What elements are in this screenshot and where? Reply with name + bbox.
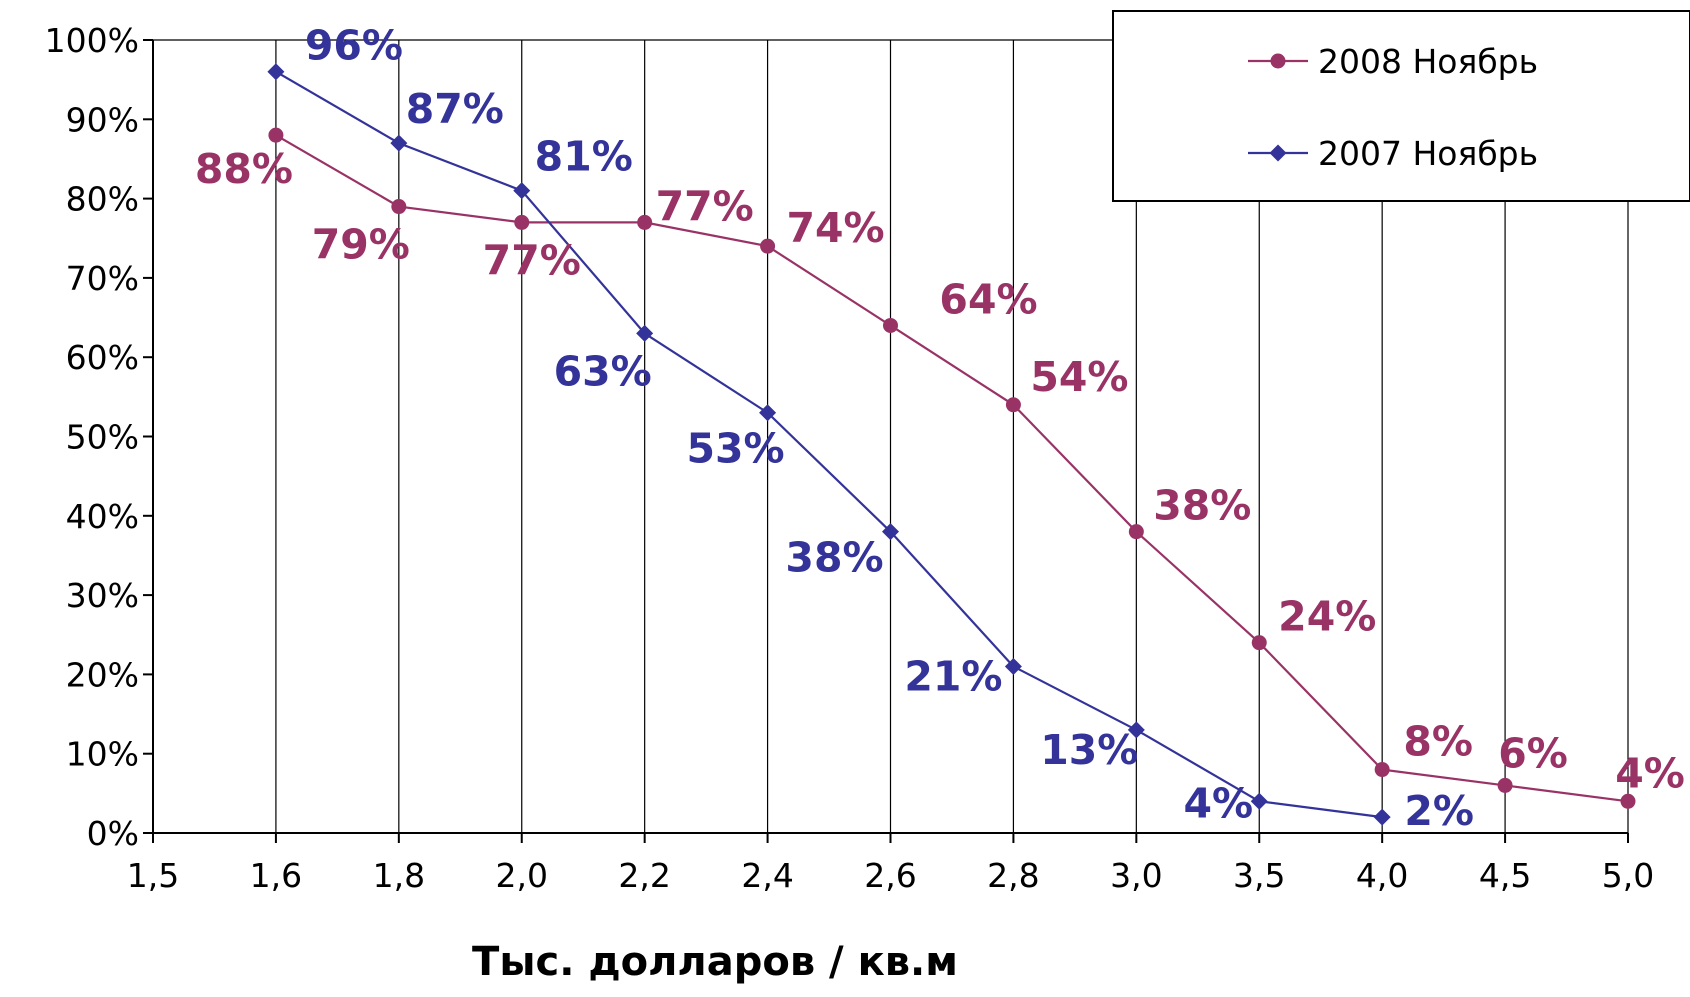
series-point xyxy=(760,238,776,254)
series-point xyxy=(882,523,899,541)
x-tick-label: 1,6 xyxy=(250,856,302,895)
series-point xyxy=(1005,397,1021,413)
series-point xyxy=(637,214,653,230)
data-label: 88% xyxy=(195,145,293,193)
y-tick-label: 50% xyxy=(66,418,139,457)
x-axis-title: Тыс. долларов / кв.м xyxy=(472,939,958,985)
series-point xyxy=(514,214,530,230)
series-point xyxy=(1374,762,1390,778)
series-point xyxy=(391,199,407,215)
data-label: 6% xyxy=(1498,729,1568,777)
y-tick-label: 60% xyxy=(66,338,139,377)
x-tick-label: 4,0 xyxy=(1356,856,1408,895)
series-point xyxy=(1620,793,1636,809)
y-tick-label: 20% xyxy=(66,655,139,694)
data-label: 81% xyxy=(535,133,633,181)
series-point xyxy=(1270,53,1286,69)
series-point xyxy=(1373,808,1391,826)
series-point xyxy=(1127,721,1145,739)
legend-box xyxy=(1112,10,1690,202)
x-tick-label: 3,5 xyxy=(1233,856,1285,895)
series-point xyxy=(1004,657,1022,675)
data-label: 38% xyxy=(1153,482,1251,530)
data-label: 4% xyxy=(1183,779,1253,827)
series-point xyxy=(1497,777,1513,793)
data-label: 54% xyxy=(1030,353,1128,401)
x-tick-label: 2,6 xyxy=(864,856,916,895)
x-tick-label: 1,5 xyxy=(127,856,179,895)
legend-entry: 2008 Ноябрь xyxy=(1318,42,1538,81)
data-label: 4% xyxy=(1615,749,1685,797)
y-tick-label: 90% xyxy=(66,100,139,139)
data-label: 53% xyxy=(687,425,785,473)
series-line xyxy=(275,70,1383,819)
x-tick-label: 2,0 xyxy=(496,856,548,895)
axes: 0% 10% 20% 30% 40% 50% 60% 70% 80% 90% 100% 1,5 1,6 1… xyxy=(45,21,1655,895)
data-label: 63% xyxy=(554,347,652,395)
series-point xyxy=(636,324,654,342)
x-tick-label: 2,4 xyxy=(741,856,793,895)
y-tick-label: 40% xyxy=(66,497,139,536)
series-line xyxy=(275,134,1629,803)
data-label: 2% xyxy=(1404,787,1474,835)
x-tick-label: 5,0 xyxy=(1602,856,1654,895)
y-tick-label: 100% xyxy=(45,21,139,60)
series-point xyxy=(1250,792,1268,810)
data-label: 77% xyxy=(656,182,754,230)
x-tick-label: 3,0 xyxy=(1110,856,1162,895)
data-label: 8% xyxy=(1403,718,1473,766)
x-tick-label: 1,8 xyxy=(373,856,425,895)
series xyxy=(267,63,1636,826)
series-point xyxy=(1251,635,1267,651)
legend: 2008 Ноябрь 2007 Ноябрь xyxy=(1112,10,1690,202)
y-tick-label: 80% xyxy=(66,180,139,219)
series-point xyxy=(883,317,898,333)
y-tick-label: 10% xyxy=(66,735,139,774)
series-point xyxy=(1128,524,1144,540)
data-label: 74% xyxy=(787,204,885,252)
data-label: 38% xyxy=(785,534,883,582)
series-point xyxy=(1269,144,1287,162)
data-label: 77% xyxy=(483,236,581,284)
data-label: 64% xyxy=(939,275,1037,323)
x-tick-label: 2,8 xyxy=(987,856,1039,895)
y-tick-label: 30% xyxy=(66,576,139,615)
y-tick-label: 0% xyxy=(87,814,139,853)
series-point xyxy=(267,63,285,81)
data-labels: 88% 79% 77% 77% 74% 64% 54% 38% 24% 8% 6% 4% 96%87% 8… xyxy=(195,22,1685,835)
series-point xyxy=(268,127,284,143)
data-label: 21% xyxy=(904,652,1002,700)
data-label: 13% xyxy=(1040,726,1138,774)
series-point xyxy=(759,404,777,422)
x-tick-label: 2,2 xyxy=(618,856,670,895)
data-label: 79% xyxy=(312,221,410,269)
series-point xyxy=(513,182,531,200)
data-label: 96% xyxy=(305,22,403,70)
legend-entry: 2007 Ноябрь xyxy=(1318,134,1538,173)
y-tick-label: 70% xyxy=(66,259,139,298)
series-point xyxy=(390,134,408,152)
data-label: 24% xyxy=(1278,593,1376,641)
data-label: 87% xyxy=(406,85,504,133)
x-tick-label: 4,5 xyxy=(1479,856,1531,895)
